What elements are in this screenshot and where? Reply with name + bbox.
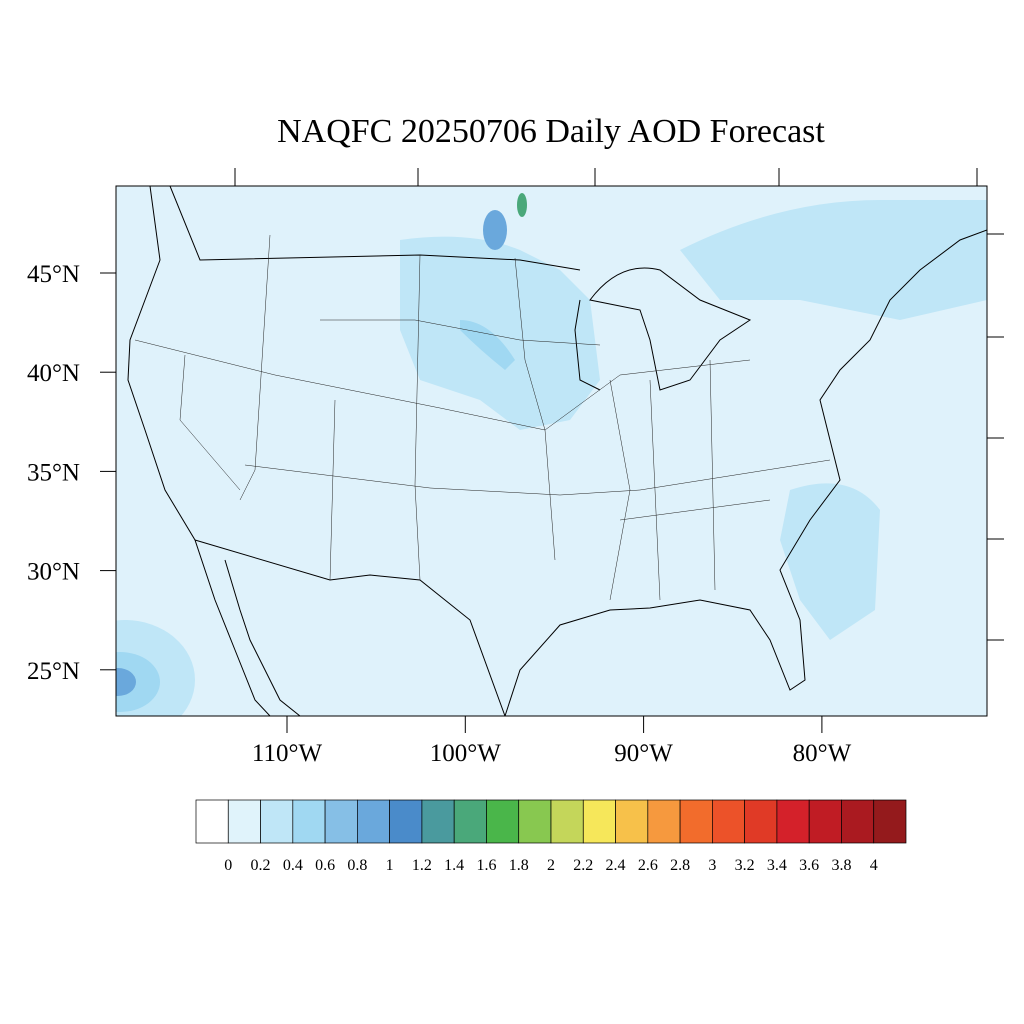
colorbar-label: 3.8	[831, 857, 851, 874]
state-line	[329, 399, 336, 581]
colorbar: 0 0.2 0.4 0.6 0.8 1 1.2 1.4 1.6 1.8 2 2.2 2.4 2.6 2.8 3…	[195, 799, 907, 874]
aod-region	[483, 210, 507, 250]
colorbar-label: 0.2	[251, 857, 271, 874]
longitude-label: 80°W	[793, 740, 852, 767]
state-line	[609, 379, 631, 601]
latitude-label: 25°N	[27, 658, 80, 685]
colorbar-label: 2.8	[670, 857, 690, 874]
colorbar-label: 3.4	[767, 857, 787, 874]
colorbar-box	[615, 799, 649, 844]
colorbar-box	[776, 799, 810, 844]
great-lakes	[589, 267, 752, 391]
state-line	[320, 319, 601, 346]
colorbar-box	[808, 799, 842, 844]
state-line	[239, 234, 271, 501]
aod-region	[400, 236, 600, 430]
colorbar-label: 4	[870, 857, 878, 874]
coastline	[504, 229, 987, 716]
colorbar-box	[292, 799, 326, 844]
latitude-label: 30°N	[27, 559, 80, 586]
colorbar-label: 0	[224, 857, 232, 874]
map-title: NAQFC 20250706 Daily AOD Forecast	[277, 113, 825, 150]
longitude-label: 90°W	[614, 740, 673, 767]
colorbar-box	[679, 799, 713, 844]
map-frame	[115, 185, 988, 717]
colorbar-box	[647, 799, 681, 844]
longitude-label: 100°W	[430, 740, 501, 767]
state-line	[414, 254, 421, 581]
colorbar-label: 1	[386, 857, 394, 874]
coastline	[224, 559, 301, 716]
colorbar-label: 0.8	[347, 857, 367, 874]
colorbar-label: 1.4	[444, 857, 464, 874]
colorbar-box	[518, 799, 552, 844]
colorbar-label: 2.4	[606, 857, 626, 874]
colorbar-box	[873, 799, 907, 844]
colorbar-label: 3	[708, 857, 716, 874]
longitude-labels: 110°W 100°W 90°W 80°W	[252, 716, 852, 767]
state-line	[514, 257, 556, 561]
colorbar-label: 1.6	[476, 857, 496, 874]
state-lines	[134, 234, 831, 601]
colorbar-box	[227, 799, 261, 844]
colorbar-box	[550, 799, 584, 844]
colorbar-box	[421, 799, 455, 844]
latitude-label: 45°N	[27, 261, 80, 288]
state-line	[134, 339, 751, 431]
colorbar-label: 0.6	[315, 857, 335, 874]
colorbar-box	[486, 799, 520, 844]
colorbar-box	[260, 799, 294, 844]
aod-region	[780, 483, 880, 640]
colorbar-box	[357, 799, 390, 844]
aod-region	[116, 652, 160, 712]
colorbar-box	[324, 799, 358, 844]
border	[194, 539, 506, 716]
aod-region	[517, 193, 527, 217]
frame-ticks	[234, 168, 1004, 641]
aod-region	[460, 320, 515, 370]
state-line	[244, 459, 831, 496]
colorbar-box	[841, 799, 875, 844]
aod-field	[116, 193, 987, 716]
latitude-labels: 45°N 40°N 35°N 30°N 25°N	[27, 261, 116, 685]
colorbar-label: 2	[547, 857, 555, 874]
colorbar-box	[389, 799, 423, 844]
colorbar-box	[195, 799, 229, 844]
aod-region	[116, 668, 136, 696]
colorbar-label: 3.2	[735, 857, 755, 874]
latitude-label: 35°N	[27, 459, 80, 486]
colorbar-label: 1.8	[509, 857, 529, 874]
colorbar-box	[582, 799, 616, 844]
latitude-label: 40°N	[27, 360, 80, 387]
colorbar-box	[712, 799, 745, 844]
longitude-label: 110°W	[252, 740, 323, 767]
state-line	[619, 359, 771, 601]
coastline	[127, 186, 271, 716]
coastline	[574, 299, 601, 391]
colorbar-label: 0.4	[283, 857, 303, 874]
aod-region	[680, 200, 987, 320]
colorbar-label: 2.6	[638, 857, 658, 874]
colorbar-box	[744, 799, 778, 844]
colorbar-label: 2.2	[573, 857, 593, 874]
map-panel	[115, 185, 988, 717]
state-line	[179, 354, 241, 491]
colorbar-label: 3.6	[799, 857, 819, 874]
colorbar-label: 1.2	[412, 857, 432, 874]
colorbar-box	[453, 799, 487, 844]
